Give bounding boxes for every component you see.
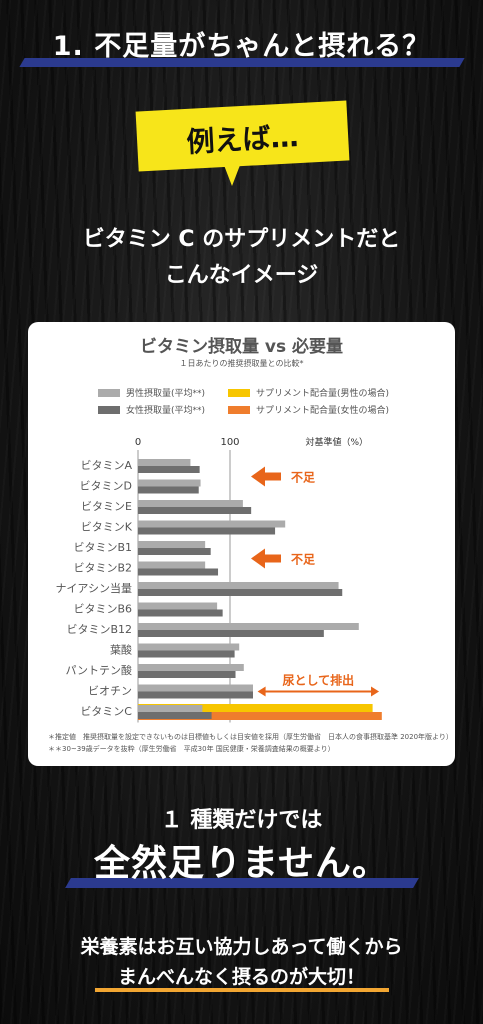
header: 1. 不足量がちゃんと摂れる？ — [0, 18, 483, 76]
x-tick-label: 0 — [135, 437, 141, 448]
excretion-arrow-head-left — [257, 686, 266, 697]
excretion-arrow-head-right — [371, 686, 380, 697]
lead-text: ビタミン C のサプリメントだと こんなイメージ — [0, 222, 483, 294]
closing-underline — [95, 988, 389, 992]
bar-female — [138, 589, 343, 596]
bar-male — [138, 561, 206, 569]
bar-female — [138, 650, 235, 658]
category-label: パントテン酸 — [65, 663, 132, 677]
bar-male — [138, 459, 191, 466]
bar-female — [138, 609, 223, 617]
bar-male — [138, 520, 286, 528]
bar-supplement-female — [138, 712, 382, 720]
category-label: ビオチン — [88, 685, 132, 698]
bar-male — [138, 643, 240, 651]
category-label: ビタミンA — [80, 459, 132, 472]
x-tick-label: 100 — [220, 437, 239, 448]
legend-label: 男性摂取量(平均**) — [126, 389, 206, 399]
category-label: ビタミンB12 — [66, 623, 132, 636]
legend-swatch — [98, 388, 120, 397]
conclusion-line-2: 全然足りません。 — [94, 843, 389, 884]
bar-male — [138, 664, 244, 671]
legend-item-supp-female: サプリメント配合量(女性の場合) — [228, 403, 389, 416]
legend-label: サプリメント配合量(女性の場合) — [256, 406, 390, 416]
legend-item-female: 女性摂取量(平均**) — [98, 403, 205, 416]
x-axis-label: 対基準値（%） — [305, 436, 368, 448]
bar-male — [138, 479, 201, 487]
bar-female — [138, 527, 276, 535]
category-label: ビタミンC — [80, 705, 132, 718]
bar-male — [138, 623, 359, 630]
excretion-label: 尿として排出 — [282, 673, 354, 688]
bar-female — [138, 486, 199, 494]
bar-male — [138, 602, 218, 610]
bar-female — [138, 712, 212, 719]
footnote-1: ＊推定値 推奨摂取量を設定できないものは目標値もしくは目安値を採用（厚生労働省 … — [48, 733, 453, 741]
category-label: ビタミンB6 — [73, 603, 132, 616]
bar-female — [138, 568, 219, 576]
bar-female — [138, 630, 324, 637]
shortage-arrow — [251, 548, 281, 569]
bar-male — [138, 541, 206, 548]
bar-female — [138, 466, 200, 473]
legend-label: 女性摂取量(平均**) — [126, 406, 206, 416]
bar-male — [138, 582, 339, 589]
page-title: 1. 不足量がちゃんと摂れる？ — [52, 31, 431, 62]
legend-swatch — [98, 405, 120, 414]
bar-male — [138, 705, 203, 712]
category-label: ビタミンK — [81, 521, 133, 534]
bar-female — [138, 691, 253, 699]
bar-female — [138, 548, 211, 555]
speech-bubble-tail — [222, 160, 242, 186]
bar-female — [138, 507, 252, 514]
footnote-2: ＊＊30~39歳データを抜粋（厚生労働省 平成30年 国民健康・栄養調査結果の概… — [48, 745, 335, 753]
bar-chart: 0 100 対基準値（%） ビタミンA ビタミンD ビタミンE ビタミンK ビタミンB1 ビタミ… — [55, 436, 382, 723]
chart-subtitle: １日あたりの推奨摂取量との比較* — [179, 359, 304, 368]
shortage-arrow — [251, 466, 281, 487]
category-label: ビタミンB2 — [73, 562, 132, 575]
legend-item-male: 男性摂取量(平均**) — [98, 386, 205, 399]
closing-line-2: まんべんなく摂るのが大切！ — [117, 966, 365, 988]
legend-swatch — [228, 388, 250, 397]
bar-male — [138, 684, 253, 692]
shortage-label: 不足 — [291, 553, 315, 567]
category-label: ビタミンE — [81, 500, 132, 513]
chart-title: ビタミン摂取量 vs 必要量 — [139, 337, 344, 357]
category-label: ビタミンD — [80, 480, 132, 493]
closing-line-1: 栄養素はお互い協力しあって働くから — [80, 936, 403, 958]
legend-item-supp-male: サプリメント配合量(男性の場合) — [228, 386, 389, 399]
bar-supplement-male — [138, 704, 373, 712]
chart-card: ビタミン摂取量 vs 必要量 １日あたりの推奨摂取量との比較* 男性摂取量(平均… — [28, 322, 455, 766]
lead-line-1: ビタミン C のサプリメントだと — [82, 227, 401, 252]
bar-male — [138, 500, 243, 507]
category-label: ナイアシン当量 — [55, 581, 132, 595]
legend-label: サプリメント配合量(男性の場合) — [256, 389, 390, 399]
shortage-label: 不足 — [291, 471, 315, 485]
category-label: 葉酸 — [110, 643, 132, 657]
legend-swatch — [228, 405, 250, 414]
category-label: ビタミンB1 — [73, 541, 132, 554]
lead-line-2: こんなイメージ — [164, 263, 319, 288]
conclusion-line-1: １ 種類だけでは — [160, 808, 323, 833]
bar-female — [138, 671, 236, 678]
